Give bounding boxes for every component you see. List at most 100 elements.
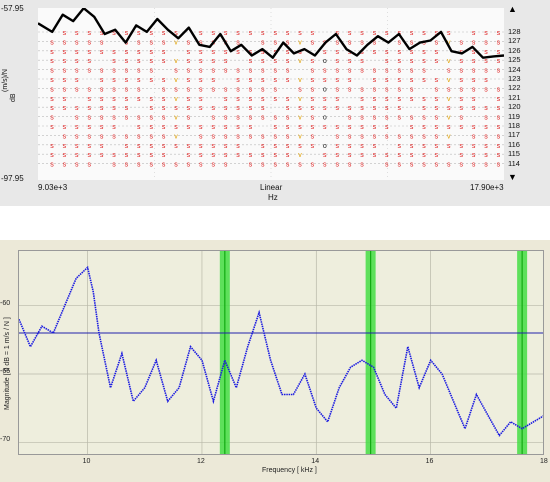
mode-letter: s [199, 162, 203, 169]
mode-letter: s [249, 86, 253, 93]
mode-letter: s [187, 49, 191, 56]
mode-letter: s [286, 124, 290, 131]
mode-letter: s [211, 58, 215, 65]
mode-letter: s [484, 77, 488, 84]
mode-letter: s [410, 162, 414, 169]
top-plot-area[interactable]: s s s s s s s s s s s s s s s s s s s s s s s s s s s s s s s s s s s s s s s s… [38, 8, 504, 180]
mode-letter: s [125, 30, 129, 37]
mode-letter: s [63, 162, 67, 169]
mode-letter: s [410, 96, 414, 103]
mode-letter: s [224, 143, 228, 150]
mode-letter: s [360, 96, 364, 103]
mode-letter: s [174, 30, 178, 37]
mode-letter: s [211, 30, 215, 37]
x-start-label: 9.03e+3 [38, 183, 68, 192]
mode-letter: s [472, 162, 476, 169]
mode-letter: s [149, 77, 153, 84]
scroll-down-arrow-icon[interactable]: ▼ [508, 172, 517, 182]
mode-letter: s [484, 143, 488, 150]
mode-letter: s [360, 124, 364, 131]
mode-letter: s [497, 124, 501, 131]
mode-letter: s [335, 143, 339, 150]
scroll-up-arrow-icon[interactable]: ▲ [508, 4, 517, 14]
mode-letter: s [397, 58, 401, 65]
mode-letter: s [373, 152, 377, 159]
mode-letter: s [472, 77, 476, 84]
mode-letter: s [311, 68, 315, 75]
mode-letter: s [286, 68, 290, 75]
mode-letter: s [335, 58, 339, 65]
mode-letter: s [484, 124, 488, 131]
mode-letter: s [50, 105, 54, 112]
mode-letter: s [63, 105, 67, 112]
mode-letter: s [484, 133, 488, 140]
mode-letter: s [360, 86, 364, 93]
mode-letter: s [112, 124, 116, 131]
mode-letter: s [435, 58, 439, 65]
mode-letter: s [224, 105, 228, 112]
mode-letter: s [497, 152, 501, 159]
mode-letter: s [125, 49, 129, 56]
mode-letter: s [397, 133, 401, 140]
mode-letter: s [497, 162, 501, 169]
mode-letter: s [137, 124, 141, 131]
mode-letter: v [447, 39, 451, 46]
mode-letter: s [50, 162, 54, 169]
mode-letter: s [397, 49, 401, 56]
row-label: 120 [508, 102, 521, 112]
mode-letter: s [447, 143, 451, 150]
bottom-plot-area[interactable] [18, 250, 544, 455]
mode-letter: v [298, 133, 302, 140]
mode-letter: v [298, 58, 302, 65]
mode-letter: s [236, 124, 240, 131]
mode-letter: s [497, 30, 501, 37]
mode-letter: v [174, 115, 178, 122]
bottom-y-axis-label: Magnitude [ 0 dB = 1 m/s / N ] [4, 317, 11, 410]
mode-letter: s [63, 30, 67, 37]
response-curve [38, 8, 504, 59]
mode-letter: s [298, 86, 302, 93]
mode-letter: s [397, 96, 401, 103]
mode-letter: s [211, 143, 215, 150]
mode-letter: s [75, 86, 79, 93]
mode-letter: s [236, 133, 240, 140]
mode-letter: v [447, 115, 451, 122]
mode-letter: s [273, 152, 277, 159]
mode-letter: s [174, 143, 178, 150]
mode-letter: s [273, 39, 277, 46]
mode-letter: s [497, 105, 501, 112]
mode-letter: s [162, 49, 166, 56]
mode-letter: s [137, 77, 141, 84]
mode-letter: s [162, 124, 166, 131]
mode-letter: s [373, 96, 377, 103]
mode-letter: s [385, 96, 389, 103]
mode-letter: s [149, 162, 153, 169]
mode-letter: s [360, 49, 364, 56]
mode-letter: s [137, 68, 141, 75]
row-label: 115 [508, 149, 520, 159]
mode-letter: s [87, 30, 91, 37]
mode-letter: s [385, 68, 389, 75]
mode-letter: s [435, 86, 439, 93]
mode-letter: s [472, 124, 476, 131]
mode-letter: o [323, 86, 327, 93]
mode-letter: s [75, 124, 79, 131]
mode-letter: s [100, 77, 104, 84]
mode-letter: s [410, 39, 414, 46]
mode-letter: s [397, 68, 401, 75]
mode-letter: s [211, 152, 215, 159]
mode-letter: s [472, 68, 476, 75]
mode-letter: s [360, 143, 364, 150]
mode-letter: s [360, 115, 364, 122]
mode-letter: s [373, 39, 377, 46]
mode-letter: s [335, 68, 339, 75]
mode-letter: s [100, 105, 104, 112]
mode-letter: s [249, 49, 253, 56]
mode-letter: v [298, 39, 302, 46]
mode-letter: s [360, 133, 364, 140]
mode-letter: s [410, 68, 414, 75]
mode-letter: s [187, 152, 191, 159]
mode-letter: s [311, 105, 315, 112]
mode-letter: s [459, 115, 463, 122]
mode-letter: s [125, 143, 129, 150]
